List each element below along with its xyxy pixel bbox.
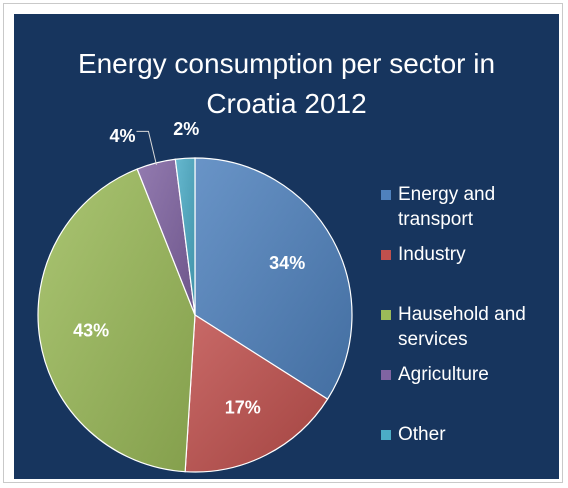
legend-label-other: Other <box>398 424 446 445</box>
legend-swatch-hausehold-and-services <box>381 310 391 320</box>
data-label-industry: 17% <box>225 397 261 417</box>
data-label-hausehold-and-services: 43% <box>73 320 109 340</box>
legend-swatch-industry <box>381 250 391 260</box>
pie-chart: 34% 17% 43% 4% 2% <box>37 119 353 473</box>
legend-label-energy-and-transport: Energy and transport <box>398 184 496 230</box>
data-label-energy-and-transport: 34% <box>269 253 305 273</box>
legend-label-agriculture: Agriculture <box>398 364 489 385</box>
legend-label-industry: Industry <box>398 244 466 265</box>
legend-swatch-agriculture <box>381 370 391 380</box>
legend-swatch-energy-and-transport <box>381 190 391 200</box>
legend-swatch-other <box>381 430 391 440</box>
pie-slice-industry <box>184 313 329 473</box>
chart-frame: Energy consumption per sector in Croatia… <box>3 3 563 483</box>
pie-slice-other <box>174 157 196 316</box>
chart-title: Energy consumption per sector in Croatia… <box>14 44 559 124</box>
pie-slice-hausehold-and-services <box>37 168 196 473</box>
chart-area: Energy consumption per sector in Croatia… <box>14 14 559 479</box>
leader-line-agriculture <box>136 130 157 165</box>
chart-title-line-1: Energy consumption per sector in <box>77 48 496 79</box>
chart-title-line-2: Croatia 2012 <box>206 88 367 119</box>
data-label-agriculture: 4% <box>109 126 135 146</box>
pie-slice-energy-and-transport <box>194 157 353 400</box>
data-label-other: 2% <box>173 119 199 139</box>
legend-label-hausehold-and-services: Hausehold and services <box>398 304 526 350</box>
